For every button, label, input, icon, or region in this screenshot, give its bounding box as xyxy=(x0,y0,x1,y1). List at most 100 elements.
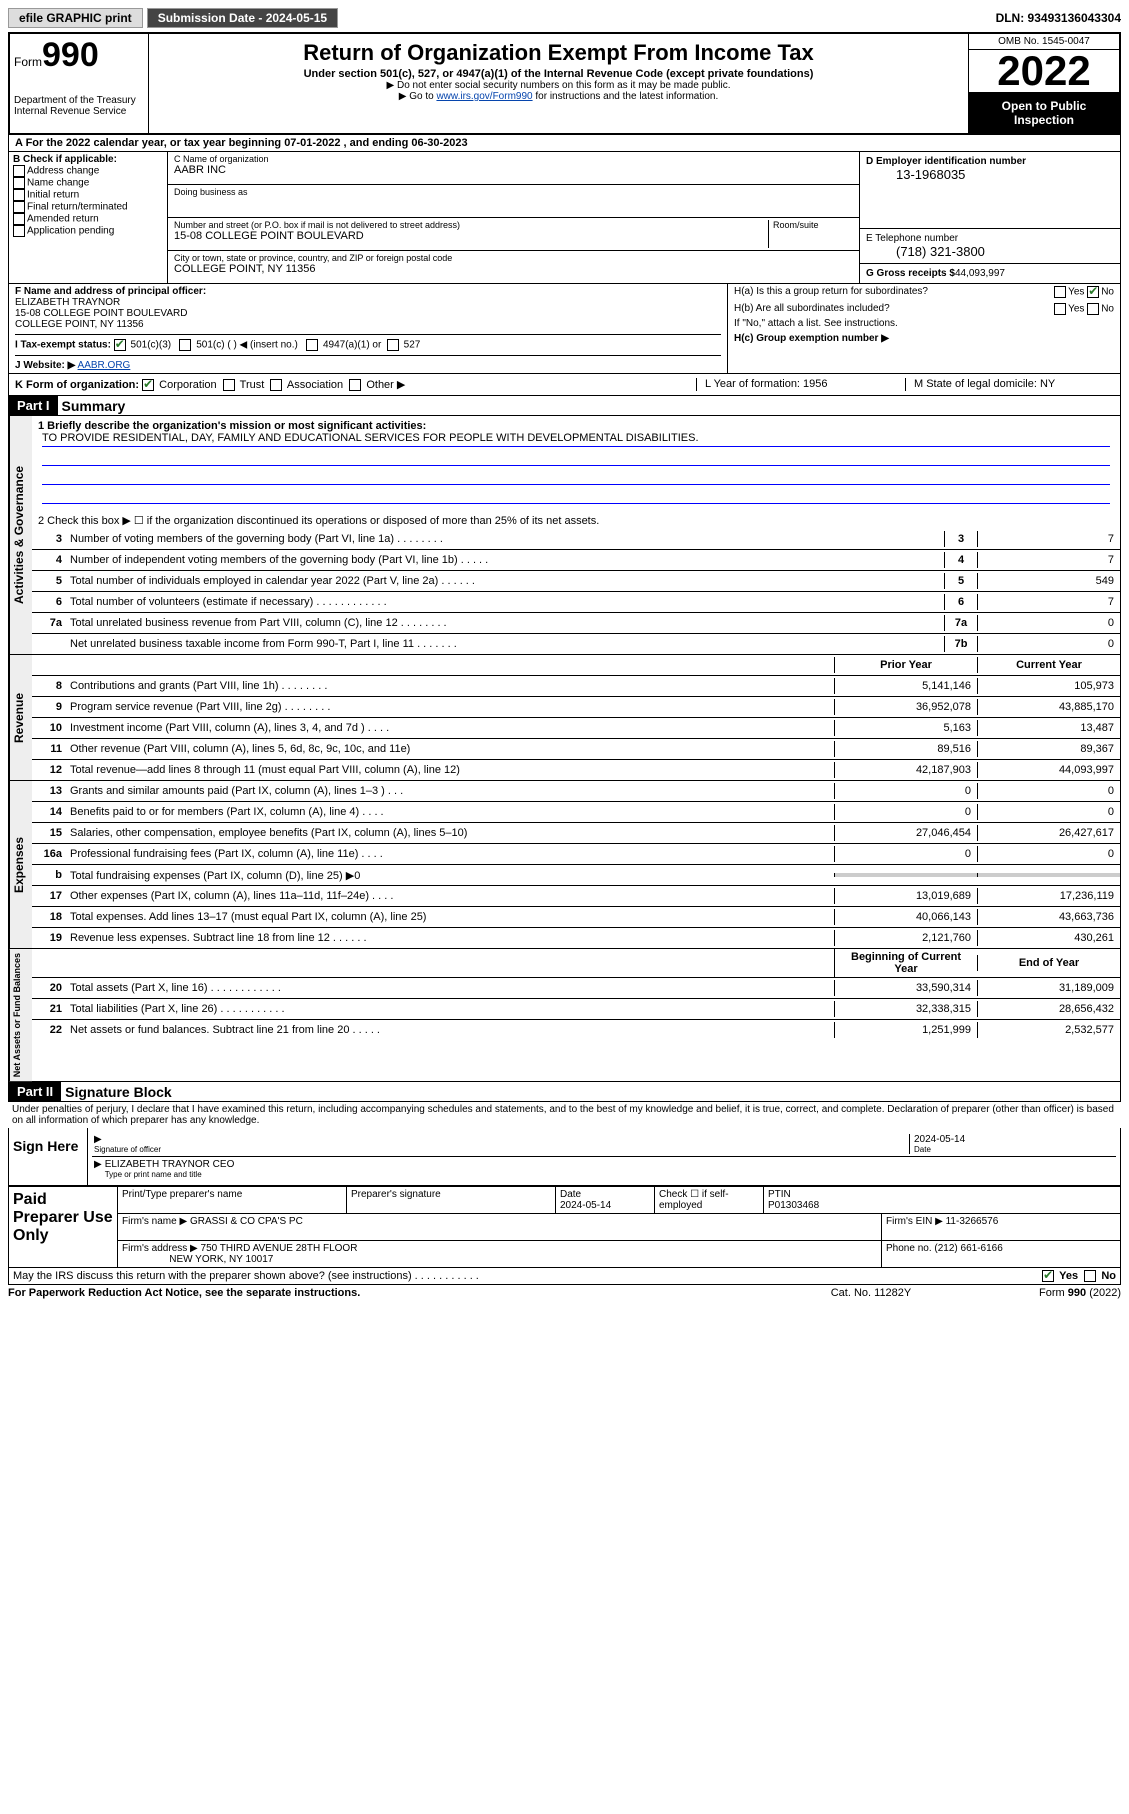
paid-preparer-label: Paid Preparer Use Only xyxy=(9,1187,117,1267)
summary-line: 6Total number of volunteers (estimate if… xyxy=(32,592,1120,613)
checkbox-corp[interactable] xyxy=(142,379,154,391)
website-link[interactable]: AABR.ORG xyxy=(78,360,131,371)
summary-line: 12Total revenue—add lines 8 through 11 (… xyxy=(32,760,1120,780)
summary-line: 19Revenue less expenses. Subtract line 1… xyxy=(32,928,1120,948)
paid-preparer-section: Paid Preparer Use Only Print/Type prepar… xyxy=(8,1186,1121,1268)
part2-title: Signature Block xyxy=(65,1084,172,1100)
checkbox-discuss-no[interactable] xyxy=(1084,1270,1096,1282)
checkbox-assoc[interactable] xyxy=(270,379,282,391)
line2: 2 Check this box ▶ ☐ if the organization… xyxy=(32,512,1120,529)
summary-line: 20Total assets (Part X, line 16) . . . .… xyxy=(32,978,1120,999)
efile-button[interactable]: efile GRAPHIC print xyxy=(8,8,143,28)
summary-line: 3Number of voting members of the governi… xyxy=(32,529,1120,550)
checkbox-other[interactable] xyxy=(349,379,361,391)
year-formation: L Year of formation: 1956 xyxy=(696,378,905,391)
officer-name-title: ELIZABETH TRAYNOR CEO xyxy=(105,1159,235,1170)
net-headers-row: Beginning of Current Year End of Year xyxy=(32,949,1120,978)
prep-date: 2024-05-14 xyxy=(560,1200,650,1211)
checkbox-ha-yes[interactable] xyxy=(1054,286,1066,298)
section-h: H(a) Is this a group return for subordin… xyxy=(727,284,1120,373)
summary-revenue: Revenue Prior Year Current Year 8Contrib… xyxy=(8,655,1121,781)
vert-governance: Activities & Governance xyxy=(9,416,32,654)
section-bcd: B Check if applicable: Address change Na… xyxy=(8,152,1121,284)
summary-line: 9Program service revenue (Part VIII, lin… xyxy=(32,697,1120,718)
form-header: Form990 Department of the Treasury Inter… xyxy=(8,32,1121,135)
checkbox-discuss-yes[interactable] xyxy=(1042,1270,1054,1282)
section-fhi: F Name and address of principal officer:… xyxy=(8,284,1121,374)
penalty-text: Under penalties of perjury, I declare th… xyxy=(8,1102,1121,1128)
checkbox-app-pending[interactable] xyxy=(13,225,25,237)
summary-line: 8Contributions and grants (Part VIII, li… xyxy=(32,676,1120,697)
checkbox-trust[interactable] xyxy=(223,379,235,391)
summary-line: Net unrelated business taxable income fr… xyxy=(32,634,1120,654)
tax-year: 2022 xyxy=(969,50,1119,93)
checkbox-hb-no[interactable] xyxy=(1087,303,1099,315)
summary-line: 22Net assets or fund balances. Subtract … xyxy=(32,1020,1120,1040)
summary-line: 10Investment income (Part VIII, column (… xyxy=(32,718,1120,739)
sig-date: 2024-05-14 xyxy=(914,1134,1114,1145)
section-f: F Name and address of principal officer:… xyxy=(15,286,721,330)
summary-line: 15Salaries, other compensation, employee… xyxy=(32,823,1120,844)
top-toolbar: efile GRAPHIC print Submission Date - 20… xyxy=(8,8,1121,28)
form-subtitle: Under section 501(c), 527, or 4947(a)(1)… xyxy=(153,68,964,80)
summary-line: bTotal fundraising expenses (Part IX, co… xyxy=(32,865,1120,886)
state-domicile: M State of legal domicile: NY xyxy=(905,378,1114,391)
sign-here-section: Sign Here Signature of officer 2024-05-1… xyxy=(8,1128,1121,1186)
gross-receipts: 44,093,997 xyxy=(955,268,1005,279)
form-ref: Form 990 (2022) xyxy=(971,1287,1121,1299)
form-number: Form990 xyxy=(14,36,144,75)
summary-governance: Activities & Governance 1 Briefly descri… xyxy=(8,416,1121,655)
firm-ein: 11-3266576 xyxy=(946,1216,999,1227)
tax-exempt-status: I Tax-exempt status: 501(c)(3) 501(c) ( … xyxy=(15,334,721,351)
checkbox-amended[interactable] xyxy=(13,213,25,225)
city-state-zip: COLLEGE POINT, NY 11356 xyxy=(174,263,853,275)
irs-link[interactable]: www.irs.gov/Form990 xyxy=(436,91,532,102)
mission-block: 1 Briefly describe the organization's mi… xyxy=(32,416,1120,512)
part2-header: Part II xyxy=(9,1082,61,1101)
submission-date-button[interactable]: Submission Date - 2024-05-15 xyxy=(147,8,338,28)
open-public-badge: Open to Public Inspection xyxy=(969,93,1119,133)
checkbox-address-change[interactable] xyxy=(13,165,25,177)
section-de: D Employer identification number 13-1968… xyxy=(859,152,1120,283)
checkbox-501c3[interactable] xyxy=(114,339,126,351)
row-a-tax-year: A For the 2022 calendar year, or tax yea… xyxy=(8,135,1121,152)
checkbox-initial-return[interactable] xyxy=(13,189,25,201)
ptin-value: P01303468 xyxy=(768,1200,1116,1211)
summary-line: 7aTotal unrelated business revenue from … xyxy=(32,613,1120,634)
checkbox-ha-no[interactable] xyxy=(1087,286,1099,298)
dept-label: Department of the Treasury Internal Reve… xyxy=(14,95,144,117)
summary-line: 18Total expenses. Add lines 13–17 (must … xyxy=(32,907,1120,928)
website-row: J Website: ▶ AABR.ORG xyxy=(15,355,721,371)
summary-line: 16aProfessional fundraising fees (Part I… xyxy=(32,844,1120,865)
firm-address: 750 THIRD AVENUE 28TH FLOOR xyxy=(201,1243,358,1254)
firm-name: GRASSI & CO CPA'S PC xyxy=(190,1216,303,1227)
checkbox-hb-yes[interactable] xyxy=(1054,303,1066,315)
checkbox-name-change[interactable] xyxy=(13,177,25,189)
summary-line: 5Total number of individuals employed in… xyxy=(32,571,1120,592)
firm-phone: (212) 661-6166 xyxy=(934,1243,1002,1254)
vert-revenue: Revenue xyxy=(9,655,32,780)
discuss-row: May the IRS discuss this return with the… xyxy=(8,1268,1121,1285)
summary-line: 14Benefits paid to or for members (Part … xyxy=(32,802,1120,823)
org-name: AABR INC xyxy=(174,164,853,176)
sign-here-label: Sign Here xyxy=(9,1128,88,1185)
section-c-org-info: C Name of organization AABR INC Doing bu… xyxy=(168,152,859,283)
vert-net: Net Assets or Fund Balances xyxy=(9,949,32,1081)
checkbox-final-return[interactable] xyxy=(13,201,25,213)
part1-title: Summary xyxy=(62,398,126,414)
summary-line: 11Other revenue (Part VIII, column (A), … xyxy=(32,739,1120,760)
section-b-checkboxes: B Check if applicable: Address change Na… xyxy=(9,152,168,283)
officer-name: ELIZABETH TRAYNOR xyxy=(15,297,120,308)
checkbox-501c[interactable] xyxy=(179,339,191,351)
summary-net: Net Assets or Fund Balances Beginning of… xyxy=(8,949,1121,1082)
vert-expenses: Expenses xyxy=(9,781,32,948)
checkbox-527[interactable] xyxy=(387,339,399,351)
summary-line: 17Other expenses (Part IX, column (A), l… xyxy=(32,886,1120,907)
form-title: Return of Organization Exempt From Incom… xyxy=(153,40,964,66)
checkbox-4947[interactable] xyxy=(306,339,318,351)
summary-line: 21Total liabilities (Part X, line 26) . … xyxy=(32,999,1120,1020)
part1-header: Part I xyxy=(9,396,58,415)
summary-line: 4Number of independent voting members of… xyxy=(32,550,1120,571)
ein-value: 13-1968035 xyxy=(866,167,1114,182)
k-org-row: K Form of organization: Corporation Trus… xyxy=(8,374,1121,396)
